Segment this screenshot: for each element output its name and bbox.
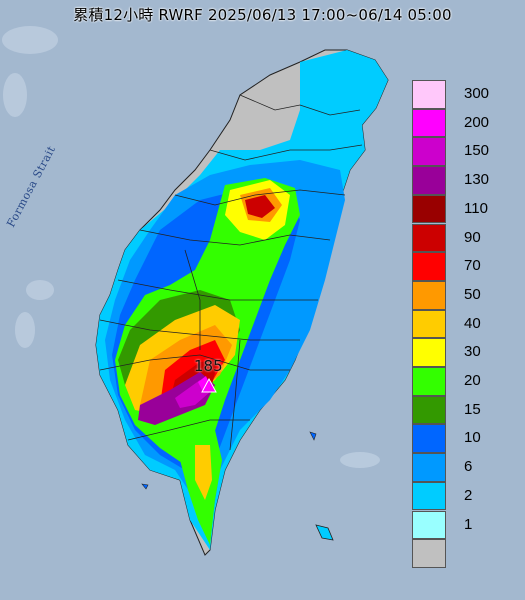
legend-swatch [412,280,446,310]
legend-label: 300 [464,85,490,102]
legend-swatch [412,481,446,511]
legend-label: 1 [464,515,473,533]
legend-swatch [412,539,446,568]
legend-label: 15 [464,400,481,418]
liuqiu-island [141,483,149,490]
legend-swatch [412,510,446,540]
green-island [315,524,334,541]
legend-label: 6 [464,458,473,476]
legend-label: 150 [464,142,490,160]
legend-label: 200 [464,113,490,131]
legend-label: 90 [464,228,481,246]
legend-swatch [412,137,446,167]
legend-label: 70 [464,257,481,275]
legend-swatch [412,252,446,281]
orchid-islet [309,431,317,441]
legend-label: 10 [464,429,481,447]
legend-label: 2 [464,486,473,504]
legend-swatch [412,108,446,138]
legend-swatch [412,367,446,396]
legend-swatch [412,424,446,454]
legend-label: 30 [464,343,481,361]
legend-swatch [412,223,446,253]
legend-label: 50 [464,285,481,303]
county-boundaries [99,94,363,451]
legend-swatch [412,166,446,195]
color-legend: 300 200 150 130 110 90 70 50 40 30 20 15 10 6 2 1 [412,80,512,568]
legend-label: 40 [464,314,481,332]
legend-swatch [412,80,446,109]
peak-triangle-icon [201,377,217,393]
legend-swatch [412,194,446,224]
legend-label: 20 [464,372,481,389]
peak-value-label: 185 [194,357,223,375]
legend-label: 110 [464,199,488,217]
legend-swatch [412,309,446,339]
legend-swatch [412,338,446,367]
legend-label: 130 [464,171,490,189]
legend-swatch [412,453,446,482]
map-title: 累積12小時 RWRF 2025/06/13 17:00~06/14 05:00 [73,6,452,24]
legend-swatch [412,395,446,425]
